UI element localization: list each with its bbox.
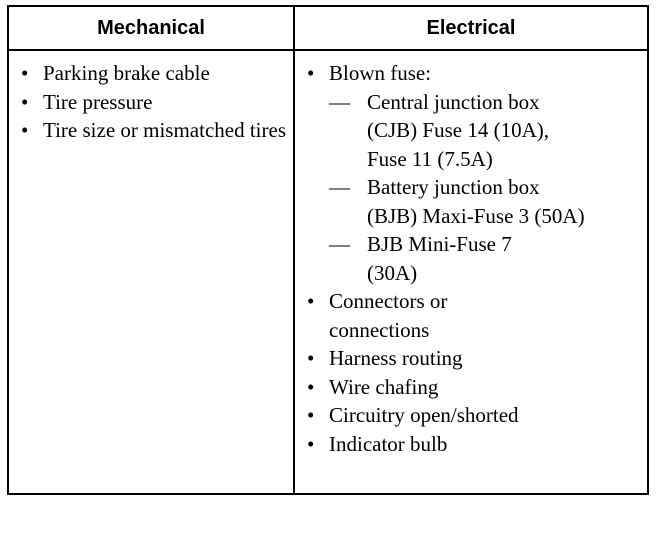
diagnosis-table: Mechanical Electrical Parking brake cabl… <box>7 5 649 495</box>
header-electrical: Electrical <box>293 5 649 51</box>
sub-item: Central junction box (CJB) Fuse 14 (10A)… <box>307 88 567 174</box>
list-item: Indicator bulb <box>307 430 587 459</box>
mechanical-column: Parking brake cable Tire pressure Tire s… <box>7 50 295 494</box>
sub-item: Battery junction box (BJB) Maxi-Fuse 3 (… <box>307 173 587 230</box>
list-item: Wire chafing <box>307 373 587 402</box>
list-item: Parking brake cable <box>21 59 293 88</box>
list-item: Tire size or mismatched tires <box>21 116 293 145</box>
list-item: Harness routing <box>307 344 587 373</box>
list-item: Tire pressure <box>21 88 293 117</box>
list-item: Connectors or connections <box>307 287 509 344</box>
electrical-column: Blown fuse: Central junction box (CJB) F… <box>293 50 649 494</box>
list-item: Circuitry open/shorted <box>307 401 587 430</box>
sub-item: BJB Mini-Fuse 7 (30A) <box>307 230 567 287</box>
list-item: Blown fuse: <box>307 59 587 88</box>
header-mechanical: Mechanical <box>7 5 295 51</box>
